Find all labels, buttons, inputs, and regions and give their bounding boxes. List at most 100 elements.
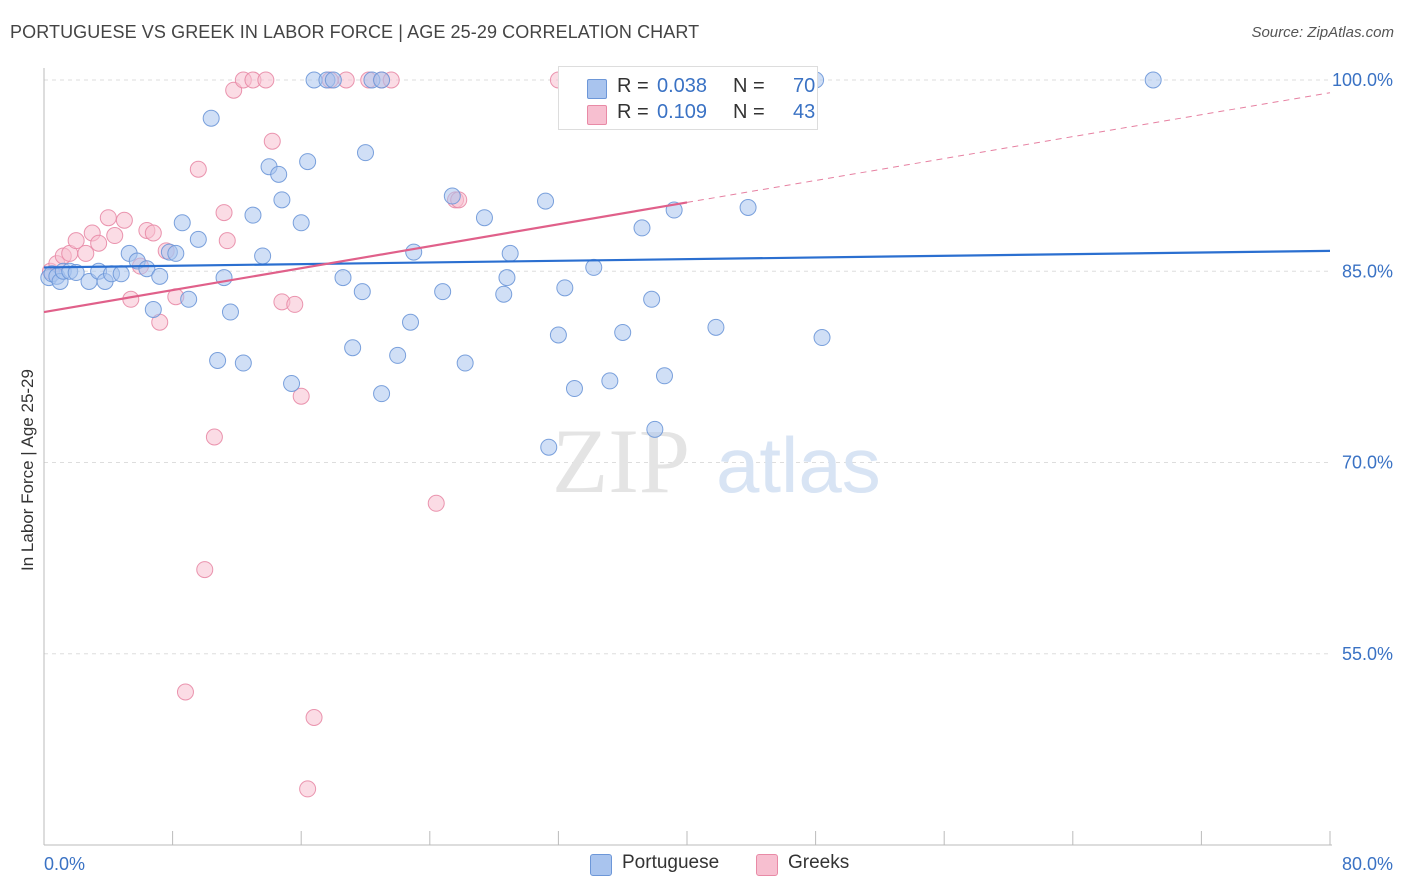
portuguese-point-46	[402, 313, 420, 331]
portuguese-n-label: N =	[733, 75, 765, 97]
portuguese-point-14	[138, 260, 156, 278]
greeks-point-33	[305, 709, 323, 726]
x-tick-label-min: 0.0%	[44, 854, 85, 874]
portuguese-point-16	[151, 267, 169, 285]
portuguese-point-64	[633, 219, 651, 237]
portuguese-point-58	[556, 279, 574, 297]
chart-title: PORTUGUESE VS GREEK IN LABOR FORCE | AGE…	[10, 22, 700, 42]
greeks-point-20	[196, 561, 214, 579]
portuguese-point-15	[144, 301, 162, 318]
greeks-legend-label: Greeks	[788, 852, 850, 873]
portuguese-point-48	[434, 283, 452, 301]
y-tick-label-2: 85.0%	[1342, 261, 1393, 281]
portuguese-point-73	[1144, 71, 1162, 89]
portuguese-n-value: 70	[793, 75, 816, 97]
portuguese-point-63	[614, 323, 632, 341]
portuguese-trend-line	[43, 249, 1331, 269]
greeks-point-18	[176, 683, 194, 701]
greeks-point-4	[67, 232, 85, 250]
greeks-point-19	[189, 160, 207, 178]
portuguese-point-30	[270, 165, 288, 183]
portuguese-point-11	[112, 265, 130, 283]
greeks-point-31	[292, 387, 310, 405]
portuguese-legend-label: Portuguese	[622, 852, 720, 873]
greeks-point-22	[215, 204, 233, 222]
watermark: ZIP atlas	[552, 410, 881, 512]
portuguese-point-70	[739, 199, 757, 216]
axes-layer	[43, 68, 1332, 846]
tick-labels: 55.0% 70.0% 85.0% 100.0% 0.0% 80.0%	[44, 70, 1393, 874]
portuguese-point-65	[643, 290, 661, 308]
greeks-point-30	[286, 295, 304, 313]
y-axis-label: In Labor Force | Age 25-29	[18, 268, 38, 571]
y-tick-label-0: 55.0%	[1342, 644, 1393, 664]
y-tick-label-1: 70.0%	[1342, 453, 1393, 473]
portuguese-point-50	[456, 354, 474, 372]
greeks-point-32	[299, 780, 317, 798]
portuguese-point-26	[234, 354, 252, 372]
portuguese-point-34	[299, 153, 317, 171]
portuguese-r-value: 0.038	[657, 75, 708, 97]
portuguese-point-53	[498, 269, 516, 287]
watermark-atlas: atlas	[716, 421, 881, 509]
portuguese-legend-icon	[590, 854, 612, 876]
portuguese-point-31	[273, 191, 291, 209]
portuguese-swatch-icon	[587, 79, 607, 99]
source-label: Source: ZipAtlas.com	[1251, 24, 1394, 41]
watermark-zip: ZIP	[552, 410, 690, 512]
greeks-point-7	[90, 234, 108, 252]
greeks-point-28	[263, 132, 281, 150]
portuguese-points	[40, 71, 1162, 456]
portuguese-point-38	[334, 269, 352, 287]
portuguese-point-43	[373, 71, 391, 89]
greeks-point-27	[257, 71, 275, 89]
greeks-point-39	[427, 494, 445, 512]
greeks-point-21	[205, 428, 223, 446]
greeks-point-14	[144, 224, 162, 242]
portuguese-point-59	[565, 380, 583, 398]
portuguese-point-72	[813, 329, 831, 347]
portuguese-point-6	[67, 264, 85, 282]
greeks-swatch-icon	[587, 105, 607, 125]
greeks-point-9	[106, 227, 124, 245]
portuguese-r-label: R =	[617, 75, 649, 97]
greeks-n-label: N =	[733, 101, 765, 123]
portuguese-point-25	[221, 303, 239, 321]
portuguese-point-20	[180, 290, 198, 308]
portuguese-point-49	[443, 187, 461, 205]
portuguese-point-57	[549, 326, 567, 344]
portuguese-point-44	[373, 385, 391, 403]
portuguese-point-27	[244, 206, 262, 224]
x-tick-label-max: 80.0%	[1342, 854, 1393, 874]
portuguese-point-22	[202, 109, 220, 127]
portuguese-point-41	[357, 144, 374, 162]
greeks-trend-extension	[686, 92, 1331, 203]
portuguese-point-51	[475, 209, 493, 227]
portuguese-point-52	[495, 285, 513, 303]
portuguese-point-69	[707, 318, 725, 336]
greeks-point-5	[77, 244, 95, 262]
portuguese-point-21	[189, 230, 207, 248]
greeks-legend-icon	[756, 854, 778, 876]
portuguese-point-62	[601, 372, 619, 390]
stats-legend: R = 0.038 N = 70 R = 0.109 N = 43	[558, 66, 818, 130]
portuguese-point-39	[344, 339, 362, 357]
portuguese-point-37	[324, 71, 342, 89]
greeks-n-value: 43	[793, 101, 816, 123]
greeks-points	[41, 71, 567, 798]
greeks-point-8	[99, 209, 117, 227]
portuguese-point-33	[292, 214, 310, 232]
greeks-point-10	[115, 211, 133, 229]
greeks-r-label: R =	[617, 101, 649, 123]
greeks-trend-line	[43, 201, 688, 314]
portuguese-point-32	[283, 374, 301, 392]
greeks-r-value: 0.109	[657, 101, 708, 123]
portuguese-point-18	[167, 244, 185, 262]
portuguese-point-60	[585, 258, 603, 276]
portuguese-point-54	[501, 244, 519, 262]
portuguese-point-47	[405, 243, 423, 261]
y-tick-label-3: 100.0%	[1332, 70, 1393, 90]
trend-lines	[43, 92, 1331, 314]
y-axis-label-text: In Labor Force | Age 25-29	[18, 369, 37, 571]
